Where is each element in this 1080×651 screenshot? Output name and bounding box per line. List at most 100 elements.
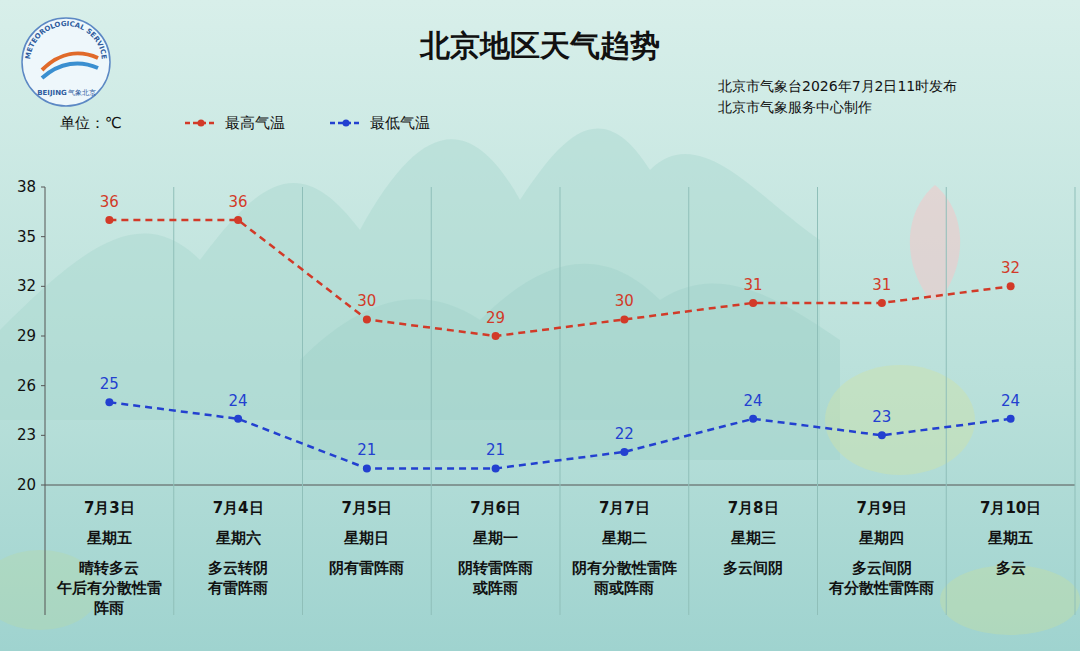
weekday-label: 星期六 xyxy=(215,529,261,547)
lotus-bud xyxy=(910,185,960,300)
axes: 20 23 26 29 32 35 38 xyxy=(17,178,1075,615)
series-point xyxy=(749,415,757,423)
weekday-label: 星期日 xyxy=(343,529,389,547)
series-point xyxy=(620,315,628,323)
series-point xyxy=(492,464,500,472)
data-label: 25 xyxy=(100,375,119,393)
column-divider xyxy=(688,187,689,615)
y-tick-label: 29 xyxy=(17,327,36,345)
legend: 最高气温 最低气温 xyxy=(185,114,430,132)
series-point xyxy=(234,415,242,423)
weekday-label: 星期二 xyxy=(601,529,647,547)
legend-marker xyxy=(343,120,350,127)
y-tick xyxy=(41,435,45,436)
logo: METEOROLOGICAL SERVICEBEIJING气象北京 xyxy=(22,18,110,106)
y-tick xyxy=(41,485,45,486)
category-table: 7月3日星期五晴转多云午后有分散性雷阵雨 7月4日星期六多云转阴有雷阵雨 7月5日星… xyxy=(56,499,1041,617)
series-point xyxy=(878,299,886,307)
x-tick-label: 7月8日 xyxy=(728,499,779,517)
legend-label: 最低气温 xyxy=(370,114,430,132)
y-tick-label: 23 xyxy=(17,426,36,444)
decoration xyxy=(0,129,1080,635)
weather-label: 有雷阵雨 xyxy=(207,579,268,597)
data-label: 22 xyxy=(615,425,634,443)
column-divider xyxy=(817,187,818,615)
weather-label: 晴转多云 xyxy=(79,559,139,577)
weather-label: 阴有分散性雷阵 xyxy=(572,559,677,577)
logo-text: 气象北京 xyxy=(68,89,96,97)
series-line xyxy=(109,220,1010,336)
data-label: 30 xyxy=(615,292,634,310)
data-label: 29 xyxy=(486,309,505,327)
logo-swoosh xyxy=(42,54,98,70)
weather-label: 雨或阵雨 xyxy=(593,579,654,597)
y-tick xyxy=(41,336,45,337)
x-tick-label: 7月10日 xyxy=(980,499,1041,517)
column-divider xyxy=(173,187,174,615)
series-point xyxy=(363,464,371,472)
weather-label: 阴转雷阵雨 xyxy=(458,559,533,577)
logo-text: BEIJING xyxy=(37,89,67,97)
weather-label: 阵雨 xyxy=(94,599,124,617)
x-tick-label: 7月9日 xyxy=(856,499,907,517)
weather-label: 多云转阴 xyxy=(208,559,268,577)
y-tick xyxy=(41,236,45,237)
x-tick-label: 7月7日 xyxy=(599,499,650,517)
weather-label: 多云间阴 xyxy=(852,559,912,577)
data-label: 32 xyxy=(1001,259,1020,277)
x-tick-label: 7月4日 xyxy=(213,499,264,517)
column-divider xyxy=(560,187,561,615)
series-point xyxy=(492,332,500,340)
weekday-label: 星期五 xyxy=(86,529,132,547)
y-tick-label: 32 xyxy=(17,277,36,295)
data-label: 23 xyxy=(872,408,891,426)
weekday-label: 星期三 xyxy=(730,529,776,547)
subtitle: 北京市气象台2026年7月2日11时发布 xyxy=(718,78,957,94)
data-label: 31 xyxy=(744,276,763,294)
weather-label: 多云 xyxy=(996,559,1026,577)
series-point xyxy=(363,315,371,323)
data-label: 24 xyxy=(229,392,248,410)
legend-marker xyxy=(198,120,205,127)
legend-label: 最高气温 xyxy=(225,114,285,132)
series-point xyxy=(234,216,242,224)
weather-label: 或阵雨 xyxy=(472,579,518,597)
data-label: 30 xyxy=(357,292,376,310)
y-axis-label: 单位：℃ xyxy=(60,114,122,132)
x-tick-label: 7月5日 xyxy=(341,499,392,517)
mountain xyxy=(300,264,840,460)
data-label: 24 xyxy=(744,392,763,410)
y-tick xyxy=(41,187,45,188)
series-line xyxy=(109,402,1010,468)
weather-label: 有分散性雷阵雨 xyxy=(828,579,934,597)
x-tick-label: 7月6日 xyxy=(470,499,521,517)
logo-circle xyxy=(22,18,110,106)
data-label: 21 xyxy=(357,441,376,459)
weather-label: 多云间阴 xyxy=(723,559,783,577)
y-tick-label: 38 xyxy=(17,178,36,196)
title: 北京地区天气趋势 xyxy=(419,28,660,63)
marks xyxy=(105,216,1014,472)
data-label: 36 xyxy=(229,193,248,211)
lotus-leaf xyxy=(825,365,975,475)
y-tick xyxy=(41,286,45,287)
y-tick xyxy=(41,385,45,386)
column-divider xyxy=(431,187,432,615)
series-point xyxy=(105,216,113,224)
series-point xyxy=(749,299,757,307)
weekday-label: 星期五 xyxy=(987,529,1033,547)
background xyxy=(0,0,1080,651)
weather-label: 午后有分散性雷 xyxy=(56,579,162,597)
series-point xyxy=(878,431,886,439)
data-label: 36 xyxy=(100,193,119,211)
x-tick-label: 7月3日 xyxy=(84,499,135,517)
data-label: 21 xyxy=(486,441,505,459)
series-point xyxy=(105,398,113,406)
y-tick-label: 20 xyxy=(17,476,36,494)
column-divider xyxy=(946,187,947,615)
column-divider xyxy=(302,187,303,615)
data-label: 24 xyxy=(1001,392,1020,410)
weather-label: 阴有雷阵雨 xyxy=(329,559,404,577)
y-tick-label: 26 xyxy=(17,377,36,395)
y-tick-label: 35 xyxy=(17,228,36,246)
